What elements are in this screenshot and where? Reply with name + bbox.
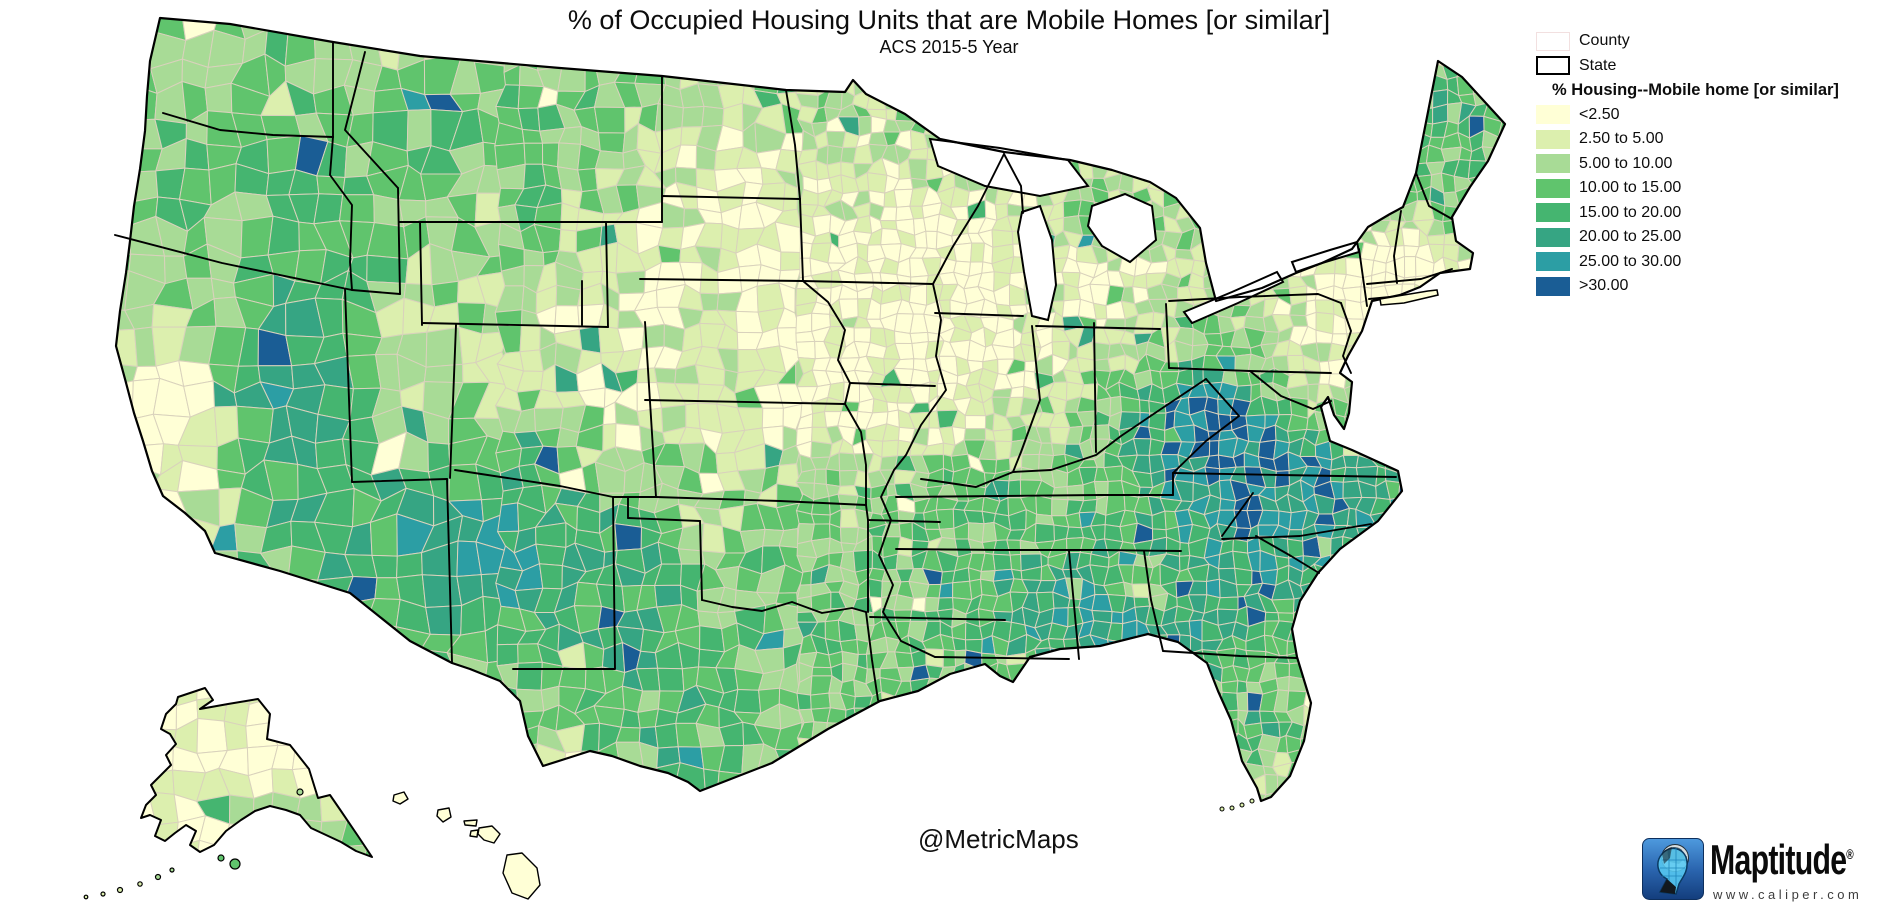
legend-class-swatch [1536,129,1570,149]
legend-class-row: 25.00 to 30.00 [1536,250,1839,275]
legend-class-label: <2.50 [1579,105,1620,123]
legend-class-row: 10.00 to 15.00 [1536,176,1839,201]
legend-class-row: 5.00 to 10.00 [1536,152,1839,177]
county-layer-swatch [1536,31,1570,51]
maptitude-logo-wordmark: Maptitude® [1710,836,1854,884]
caliper-website-text: www.caliper.com [1713,887,1863,902]
brand-name: Maptitude [1710,836,1847,883]
legend-header: % Housing--Mobile home [or similar] [1552,80,1839,99]
legend-class-label: 15.00 to 20.00 [1579,203,1682,221]
legend-class-swatch [1536,276,1570,296]
legend-class-swatch [1536,105,1570,125]
legend-state-row: State [1536,54,1839,79]
legend-class-row: 15.00 to 20.00 [1536,201,1839,226]
map-subtitle: ACS 2015-5 Year [879,37,1019,57]
legend-class-row: >30.00 [1536,274,1839,299]
legend-class-label: 2.50 to 5.00 [1579,130,1664,148]
legend-class-label: 10.00 to 15.00 [1579,179,1682,197]
legend-class-row: 20.00 to 25.00 [1536,225,1839,250]
maptitude-logo-icon [1642,838,1704,900]
registered-trademark-icon: ® [1846,846,1854,862]
state-layer-swatch [1536,56,1570,76]
legend-class-swatch [1536,203,1570,223]
legend-class-row: 2.50 to 5.00 [1536,127,1839,152]
legend-class-row: <2.50 [1536,103,1839,128]
legend-class-swatch [1536,178,1570,198]
state-borders [114,41,1453,701]
legend-class-rows: <2.50 2.50 to 5.00 5.00 to 10.00 10.00 to 1… [1536,103,1839,299]
legend-class-swatch [1536,154,1570,174]
hawaii-islands [392,791,541,900]
state-layer-label: State [1579,56,1617,74]
legend-class-label: 5.00 to 10.00 [1579,154,1673,172]
legend-class-label: 25.00 to 30.00 [1579,252,1682,270]
legend-class-label: 20.00 to 25.00 [1579,228,1682,246]
legend-class-swatch [1536,227,1570,247]
legend-county-row: County [1536,29,1839,54]
legend: County State % Housing--Mobile home [or … [1536,29,1839,299]
legend-class-swatch [1536,252,1570,272]
county-layer-label: County [1579,32,1630,50]
legend-class-label: >30.00 [1579,277,1629,295]
attribution-handle: @MetricMaps [918,824,1079,854]
map-title: % of Occupied Housing Units that are Mob… [567,5,1331,35]
